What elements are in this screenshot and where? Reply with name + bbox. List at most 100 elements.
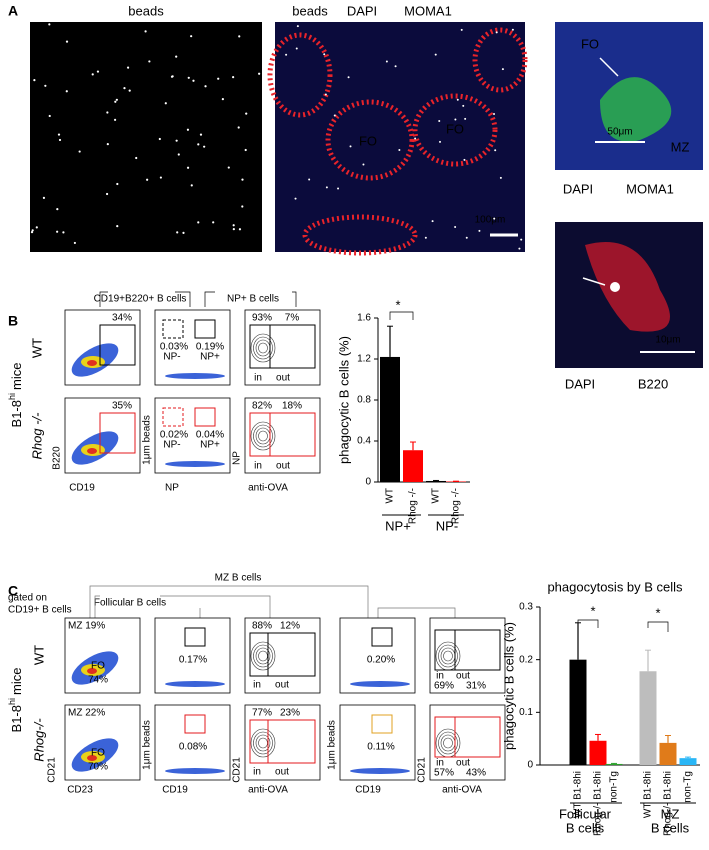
- bead: [105, 192, 109, 196]
- bead: [439, 140, 442, 143]
- label: FO: [581, 36, 599, 51]
- contour: [258, 430, 268, 442]
- bead: [493, 217, 496, 220]
- bead: [362, 163, 365, 166]
- bead: [186, 128, 190, 131]
- bead: [48, 114, 51, 118]
- bead: [56, 230, 59, 233]
- b220-stain: [585, 242, 670, 332]
- label: 7%: [285, 313, 300, 324]
- gate: [454, 629, 501, 671]
- label: out: [276, 373, 290, 384]
- bar: [659, 742, 677, 765]
- bar: [605, 763, 623, 765]
- category-label: non-Tg: [683, 771, 694, 803]
- flow-plot: [154, 704, 231, 781]
- side-label: B1-8hi mice: [7, 668, 24, 733]
- bead: [175, 139, 178, 142]
- bead: [65, 40, 69, 43]
- density: [165, 461, 225, 467]
- flow-plot: [244, 309, 321, 386]
- gate: [184, 714, 206, 734]
- label: out: [276, 461, 290, 472]
- bead: [158, 137, 161, 141]
- bead: [285, 53, 288, 56]
- label: in: [253, 680, 261, 691]
- gate: [99, 324, 136, 366]
- bead: [190, 184, 193, 187]
- y-tick-label: 0.8: [357, 395, 371, 406]
- bead: [308, 178, 311, 181]
- bead: [144, 30, 147, 33]
- bead: [434, 53, 437, 56]
- contour: [255, 734, 271, 752]
- side-label: B1-8hi mice: [7, 363, 24, 428]
- y-tick-label: 0: [527, 760, 533, 771]
- bead: [123, 86, 126, 90]
- label: C: [8, 583, 18, 599]
- label: 0.02%: [160, 430, 188, 441]
- bead: [31, 229, 34, 232]
- bead: [295, 47, 298, 50]
- bar: [569, 659, 587, 765]
- bead: [294, 197, 297, 200]
- gate: [371, 714, 393, 734]
- label: 0.20%: [367, 655, 395, 666]
- bar: [380, 356, 400, 482]
- gate: [184, 627, 206, 647]
- group-label: NP-: [436, 518, 458, 533]
- label: 57%: [434, 768, 454, 779]
- label: FO: [91, 748, 105, 759]
- density: [87, 755, 97, 761]
- bead: [520, 238, 523, 241]
- bead: [56, 208, 59, 211]
- contour: [443, 737, 453, 749]
- group-label: B cells: [566, 820, 605, 835]
- label: NP+ B cells: [227, 294, 279, 305]
- gate: [267, 719, 316, 764]
- bead: [96, 70, 100, 73]
- bead: [204, 85, 207, 88]
- gate: [454, 716, 501, 758]
- label: 93%: [252, 313, 272, 324]
- bead: [221, 97, 224, 101]
- bead: [212, 221, 215, 224]
- bead: [323, 53, 326, 56]
- gate: [194, 319, 216, 339]
- category-label: WT B1-8hi: [643, 771, 654, 818]
- bead: [347, 76, 350, 79]
- axis-label: 1μm beads: [142, 415, 153, 465]
- label: in: [254, 461, 262, 472]
- bead: [171, 75, 174, 78]
- bead: [511, 28, 514, 31]
- bead: [78, 150, 81, 153]
- gate: [269, 412, 316, 457]
- label: 0.19%: [196, 342, 224, 353]
- gate: [162, 407, 184, 427]
- bar: [679, 758, 697, 765]
- label: WT: [29, 338, 44, 358]
- label: 0.03%: [160, 342, 188, 353]
- category-label: WT B1-8hi: [573, 771, 584, 818]
- axis-label: CD21: [47, 757, 58, 783]
- bead: [244, 148, 247, 152]
- label: in: [253, 767, 261, 778]
- bead: [325, 186, 328, 189]
- label: DAPI: [565, 376, 595, 391]
- label: FO: [446, 121, 464, 136]
- bead: [431, 220, 434, 223]
- density: [87, 668, 97, 674]
- contour: [250, 641, 276, 671]
- label: 50μm: [607, 127, 632, 138]
- bar: [639, 671, 657, 765]
- label: 31%: [466, 681, 486, 692]
- moma1-rings: [267, 27, 528, 256]
- y-tick-label: 0.3: [519, 602, 533, 613]
- flow-plot: [154, 617, 231, 694]
- density: [165, 373, 225, 379]
- label: Follicular B cells: [94, 598, 166, 609]
- side-part: hi: [7, 393, 17, 400]
- bead: [465, 236, 468, 239]
- bead: [610, 282, 620, 292]
